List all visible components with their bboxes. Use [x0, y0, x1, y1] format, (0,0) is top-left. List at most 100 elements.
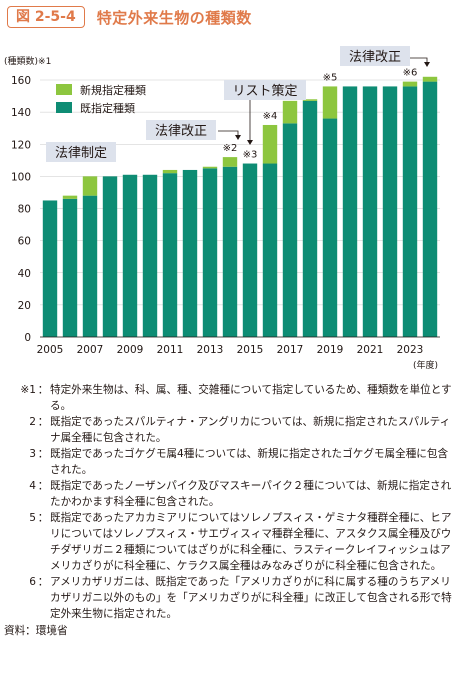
footnote: 2：既指定であったスパルティナ・アングリカについては、新規に指定されたスパルティ…	[4, 414, 452, 446]
x-tick-label: 2013	[197, 344, 224, 356]
y-tick-label: 120	[11, 139, 31, 151]
y-tick-label: 100	[11, 171, 31, 183]
arrow-line	[410, 57, 428, 64]
bar-new-2017	[282, 100, 298, 124]
bar-new-2013	[202, 166, 218, 169]
footnote-mark: 6	[29, 576, 36, 588]
arrow-line	[218, 130, 239, 138]
bar-new-2014	[222, 157, 238, 167]
footnote-marker: ※5	[323, 72, 338, 83]
figure-label: 図 2-5-4	[7, 6, 85, 28]
event-box: リスト策定	[224, 80, 306, 100]
event-box-bg	[46, 142, 116, 162]
legend-label: 新規指定種類	[80, 83, 146, 97]
footnote-mark: 2	[29, 416, 36, 428]
bar-existing-2013	[202, 168, 218, 337]
bar-existing-2009	[122, 174, 138, 337]
bar-existing-2022	[382, 86, 398, 337]
gridlines	[40, 79, 440, 338]
footnote-text: 既指定であったゴケグモ属4種については、新規に指定されたゴケグモ属全種に包含され…	[50, 448, 449, 476]
footnote-marker: ※2	[223, 143, 238, 154]
arrow-head	[424, 62, 430, 67]
event-box-label: 法律改正	[155, 124, 207, 139]
stacked-bar-chart: (種類数)※1 0 20 40 60 80 100 120 140 160 2005 2007 2009…	[4, 46, 440, 371]
bar-existing-2018	[302, 100, 318, 337]
bar-existing-2005	[42, 200, 58, 337]
y-tick-label: 0	[24, 332, 31, 344]
bar-existing-2014	[222, 166, 238, 337]
bar-existing-2007	[82, 195, 98, 337]
bar-existing-2006	[62, 198, 78, 337]
event-box-label: 法律制定	[55, 146, 107, 161]
bar-new-2011	[162, 169, 178, 174]
y-tick-label: 140	[11, 107, 31, 119]
bar-new-2007	[82, 176, 98, 196]
x-tick-label: 2007	[77, 344, 104, 356]
bar-new-2006	[62, 195, 78, 199]
event-box-label: 法律改正	[349, 50, 401, 65]
event-box-bg	[146, 120, 216, 140]
footnote-text: 既指定であったアカカミアリについてはソレノプスィス・ゲミナタ種群全種に、ヒアリに…	[50, 512, 452, 572]
footnote-colon: ：	[37, 448, 49, 460]
event-box-label: リスト策定	[232, 83, 297, 99]
bar-new-2018	[302, 99, 318, 101]
footnote-colon: ：	[37, 416, 49, 428]
x-tick-label: 2023	[397, 344, 424, 356]
figure-header: 図 2-5-4 特定外来生物の種類数	[7, 6, 252, 28]
footnote: 3：既指定であったゴケグモ属4種については、新規に指定されたゴケグモ属全種に包含…	[4, 446, 452, 478]
event-box: 法律改正	[340, 46, 410, 66]
bar-new-2024	[422, 76, 438, 82]
event-box-bg	[340, 46, 410, 66]
bars	[42, 76, 438, 338]
arrow-head	[247, 140, 253, 145]
footnote-text: アメリカザリガニは、既指定であった「アメリカざりがに科に属する種のうちアメリカザ…	[50, 576, 452, 620]
bar-existing-2019	[322, 118, 338, 337]
bar-new-2016	[262, 124, 278, 164]
footnote-marker: ※4	[263, 111, 278, 122]
bar-existing-2012	[182, 169, 198, 337]
x-axis-label: (年度)	[413, 359, 438, 371]
footnote: 4：既指定であったノーザンパイク及びマスキーパイク２種については、新規に指定され…	[4, 478, 452, 510]
footnote-mark: 3	[29, 448, 36, 460]
x-tick-label: 2005	[37, 344, 64, 356]
footnote: 6：アメリカザリガニは、既指定であった「アメリカざりがに科に属する種のうちアメリ…	[4, 574, 452, 622]
footnote-colon: ：	[37, 512, 49, 524]
footnote-text: 既指定であったノーザンパイク及びマスキーパイク２種については、新規に指定されたか…	[50, 480, 452, 508]
footnote-mark: 4	[29, 480, 36, 492]
footnote: 5：既指定であったアカカミアリについてはソレノプスィス・ゲミナタ種群全種に、ヒア…	[4, 510, 452, 574]
footnote-text: 特定外来生物は、科、属、種、交雑種について指定しているため、種類数を単位とする。	[50, 384, 452, 412]
footnote-marker: ※3	[243, 150, 258, 161]
y-tick-label: 160	[11, 75, 31, 87]
bar-existing-2015	[242, 163, 258, 337]
legend-label: 既指定種類	[80, 101, 135, 115]
bar-existing-2024	[422, 81, 438, 337]
legend-swatch-0	[56, 102, 72, 113]
axes: (種類数)※1 0 20 40 60 80 100 120 140 160 2005 2007 2009…	[4, 55, 440, 371]
footnotes: ※1：特定外来生物は、科、属、種、交雑種について指定しているため、種類数を単位と…	[4, 382, 452, 639]
y-tick-label: 20	[18, 300, 31, 312]
event-box: 法律改正	[146, 120, 216, 140]
y-tick-label: 40	[18, 268, 31, 280]
arrow-head	[235, 135, 241, 140]
bar-new-2023	[402, 81, 418, 87]
y-tick-label: 60	[18, 236, 31, 248]
footnote-text: 既指定であったスパルティナ・アングリカについては、新規に指定されたスパルティナ属…	[50, 416, 451, 444]
footnote-mark: ※1	[20, 384, 36, 396]
footnote-colon: ：	[37, 480, 49, 492]
y-tick-label: 80	[18, 204, 31, 216]
x-tick-label: 2017	[277, 344, 304, 356]
event-box-bg	[224, 80, 306, 100]
x-tick-label: 2011	[157, 344, 184, 356]
footnote-mark: 5	[29, 512, 36, 524]
source-credit: 資料：環境省	[4, 625, 68, 637]
x-tick-label: 2021	[357, 344, 384, 356]
bar-existing-2010	[142, 174, 158, 337]
footnote-colon: ：	[37, 384, 49, 396]
bar-existing-2017	[282, 123, 298, 338]
x-tick-label: 2015	[237, 344, 264, 356]
figure-title: 特定外来生物の種類数	[96, 8, 252, 27]
footnote: ※1：特定外来生物は、科、属、種、交雑種について指定しているため、種類数を単位と…	[4, 382, 452, 414]
bar-existing-2023	[402, 86, 418, 337]
